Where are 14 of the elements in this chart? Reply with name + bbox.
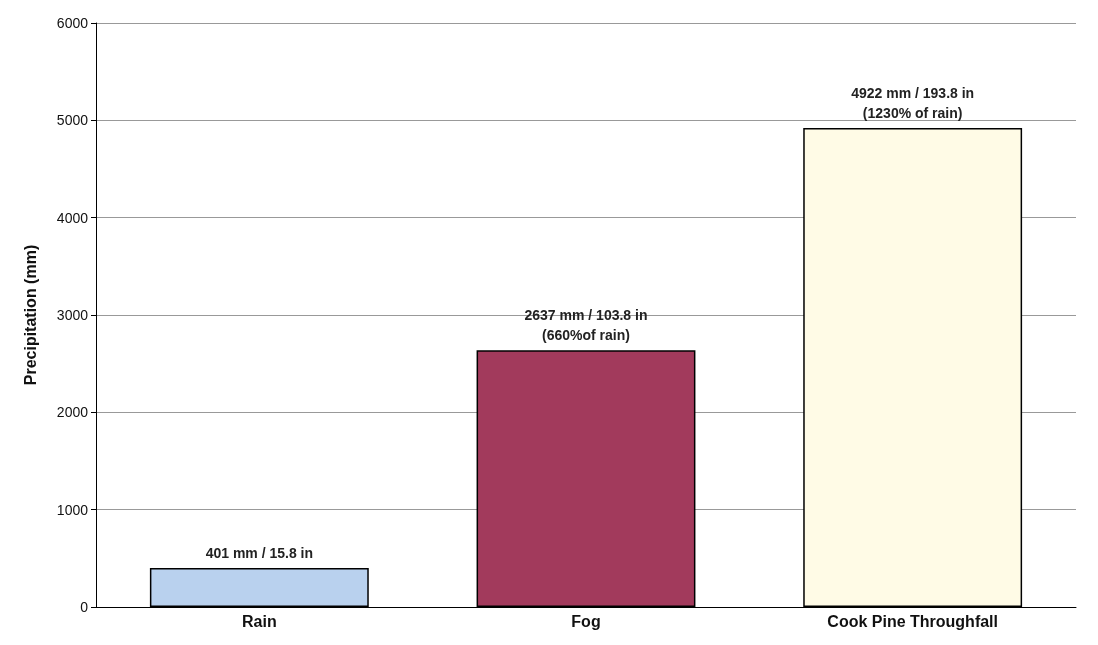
x-tick-label: Rain: [242, 612, 277, 630]
y-tick-label: 1000: [56, 501, 89, 518]
y-tick-label: 2000: [56, 404, 89, 421]
y-axis-title: Precipitation (mm): [21, 244, 39, 386]
y-tick-label: 0: [80, 599, 89, 615]
y-tick-label: 5000: [56, 112, 89, 129]
y-tick-label: 4000: [56, 209, 89, 226]
data-label: 2637 mm / 103.8 in (660%of rain): [524, 307, 648, 344]
x-tick-label: Fog: [571, 612, 601, 630]
y-tick-label: 6000: [56, 15, 89, 31]
y-tick-label: 3000: [56, 307, 89, 323]
data-label: 4922 mm / 193.8 in (1230% of rain): [851, 84, 975, 121]
x-tick-label: Cook Pine Throughfall: [827, 612, 998, 630]
data-label: 401 mm / 15.8 in: [205, 544, 314, 561]
